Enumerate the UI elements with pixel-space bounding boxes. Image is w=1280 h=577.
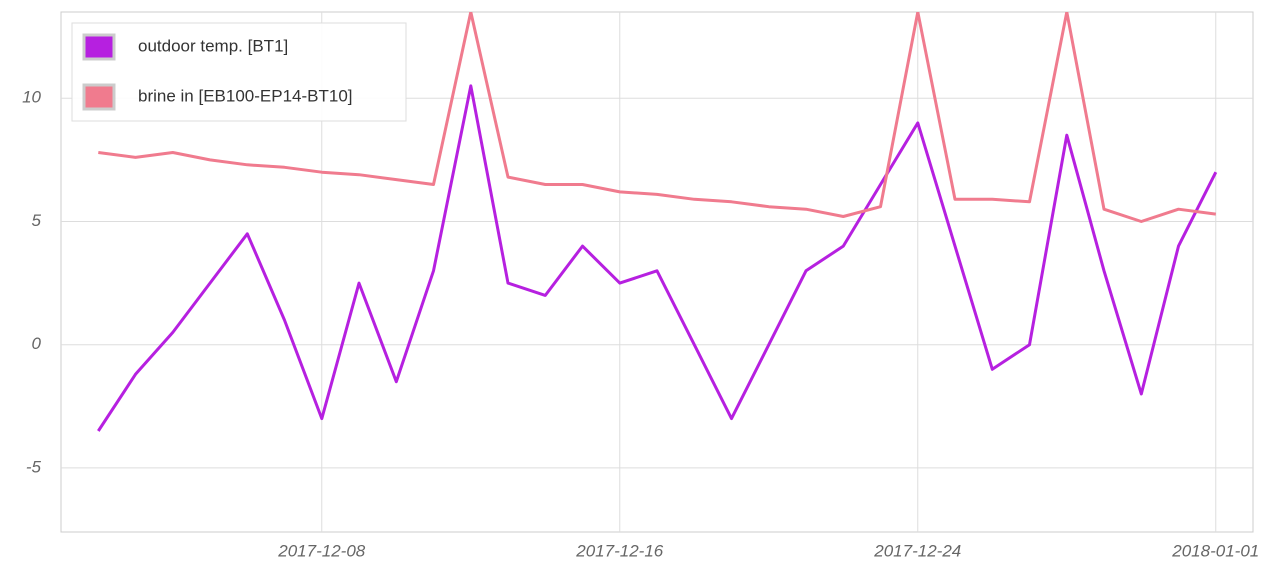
legend-label: outdoor temp. [BT1] xyxy=(138,36,288,55)
legend-swatch xyxy=(82,33,116,61)
y-tick-label: 10 xyxy=(22,88,41,107)
y-tick-label: 5 xyxy=(32,211,42,230)
x-tick-label: 2017-12-08 xyxy=(277,541,366,560)
legend-box xyxy=(71,22,407,122)
data-line xyxy=(98,12,1216,223)
legend-swatch xyxy=(82,83,116,111)
y-tick-label: -5 xyxy=(26,457,42,476)
x-tick-label: 2017-12-24 xyxy=(873,541,961,560)
series-group xyxy=(97,12,1218,432)
legend-label: brine in [EB100-EP14-BT10] xyxy=(138,86,353,105)
y-tick-label: 0 xyxy=(32,334,42,353)
plot-frame xyxy=(60,11,1254,533)
x-tick-label: 2018-01-01 xyxy=(1171,541,1259,560)
data-line xyxy=(97,84,1218,432)
x-tick-label: 2017-12-16 xyxy=(575,541,664,560)
